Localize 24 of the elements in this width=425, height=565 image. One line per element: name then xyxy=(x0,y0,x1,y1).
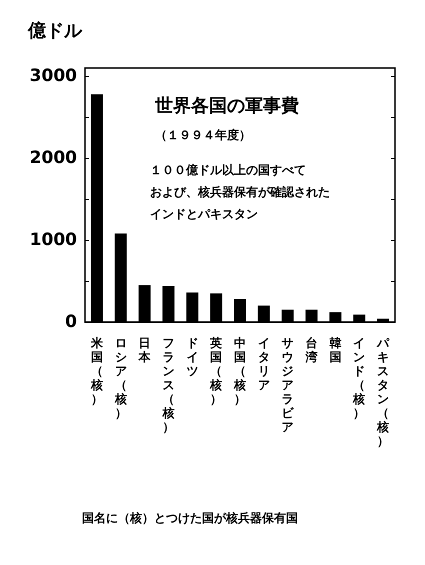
annotation: インドとパキスタン xyxy=(150,207,258,221)
y-axis-title: 億ドル xyxy=(27,20,83,42)
x-tick-label: ロシア（核） xyxy=(114,336,127,420)
text: 国名に（核）とつけた国が核兵器保有国 xyxy=(82,511,298,525)
annotation: および、核兵器保有が確認された xyxy=(150,185,330,199)
x-tick-label: パキスタン（核） xyxy=(376,336,390,448)
x-tick-label: イタリア xyxy=(258,336,270,392)
x-tick-label: 台湾 xyxy=(304,336,318,364)
x-tick-label: フランス（核） xyxy=(161,336,174,434)
x-tick-label: インド（核） xyxy=(352,336,366,420)
y-tick-label: 1000 xyxy=(30,230,78,250)
x-tick-label: 米国（核） xyxy=(90,336,104,406)
text: （１９９４年度） xyxy=(155,128,251,142)
x-tick-label: 中国（核） xyxy=(233,336,246,406)
y-tick-label: 0 xyxy=(65,312,78,332)
text: 世界各国の軍事費 xyxy=(154,96,299,116)
y-tick-label: 2000 xyxy=(30,148,78,168)
x-tick-label: 日本 xyxy=(138,336,152,364)
x-tick-label: 英国（核） xyxy=(209,336,222,406)
x-tick-label: ドイツ xyxy=(186,336,198,378)
y-tick-label: 3000 xyxy=(30,66,78,86)
annotation: １００億ドル以上の国すべて xyxy=(150,163,306,177)
x-tick-label: 韓国 xyxy=(329,336,342,364)
x-tick-label: サウジアラビア xyxy=(282,336,295,434)
